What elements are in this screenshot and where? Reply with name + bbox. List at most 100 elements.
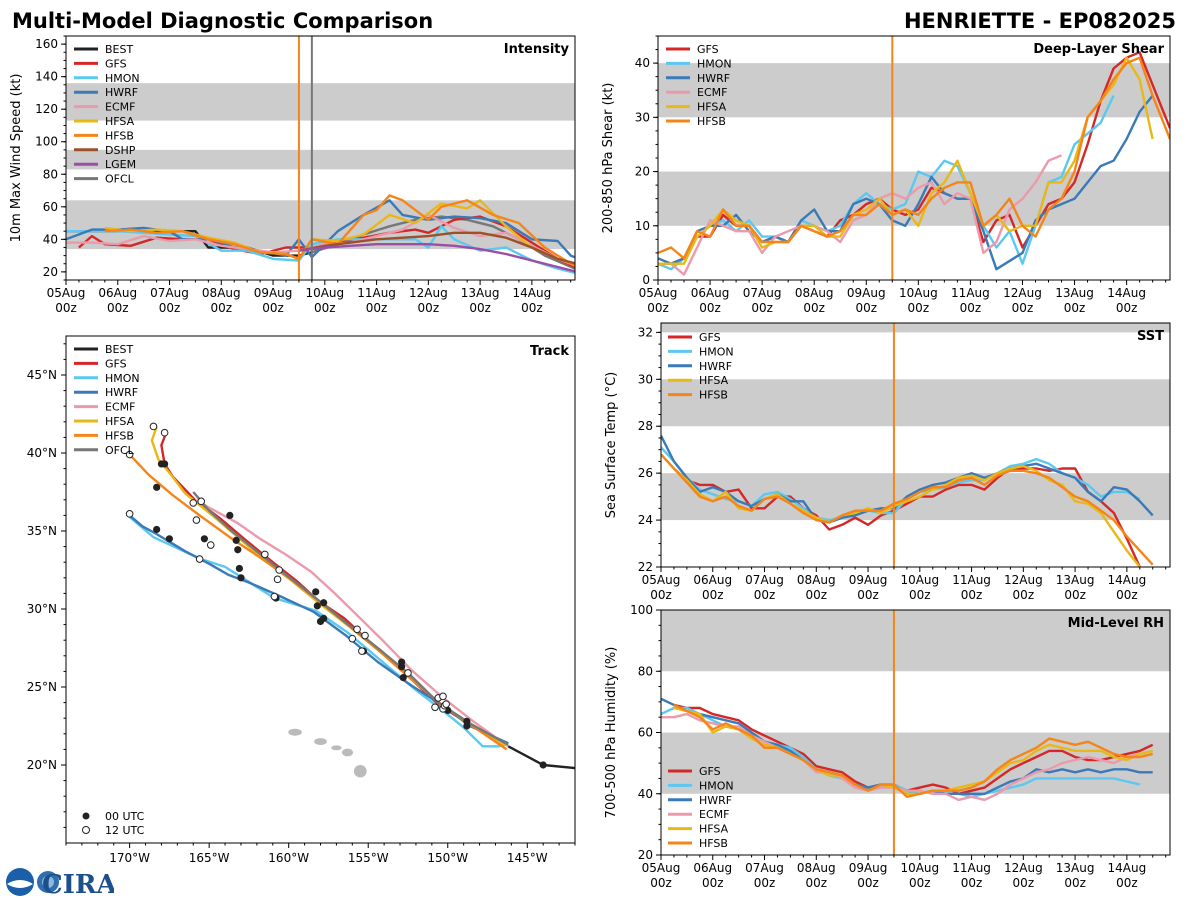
legend-label-hfsa: HFSA [105,115,135,128]
y-tick-label: 40 [635,56,650,70]
marker-12utc [275,566,283,574]
track-panel: 170°W 165°W 160°W 155°W 150°W 145°W 20°N 25°N 30… [27,335,576,865]
legend-label-ecmf: ECMF [105,101,135,114]
island-shape [353,765,367,778]
y-tick-label: 0 [642,273,650,287]
marker-12utc [404,669,412,677]
x-tick-label-date: 05Aug [642,573,681,587]
legend-label-ofcl: OFCL [105,173,135,186]
y-tick-label: 28 [638,419,653,433]
band-shear-1 [658,63,1170,118]
lat-tick-label: 35°N [27,524,57,538]
band-intensity-1 [66,149,575,170]
lon-tick-label: 150°W [427,851,468,865]
marker-12utc [197,497,206,506]
band-rh-1 [661,610,1170,672]
panel-title: Track [530,344,569,359]
x-tick-label-date: 13Aug [461,286,500,300]
x-tick-label-date: 06Aug [693,861,732,875]
x-tick-label-date: 07Aug [745,573,784,587]
x-tick-label-hour: 00z [107,301,129,315]
legend-label-ecmf: ECMF [697,86,727,99]
legend-label-gfs: GFS [105,57,127,70]
x-tick-label-hour: 00z [805,588,827,602]
marker-12utc [358,647,366,655]
legend-label-lgem: LGEM [105,158,136,171]
panel-title: Mid-Level RH [1068,616,1164,631]
marker-00utc [320,614,328,622]
x-tick-label-hour: 00z [699,301,721,315]
x-tick-label-hour: 00z [1116,876,1138,890]
legend-label-hmon: HMON [697,57,732,70]
y-tick-label: 120 [35,102,58,116]
panel-title: Intensity [504,42,570,57]
marker-12utc [125,510,134,518]
y-tick-label: 26 [638,466,653,480]
series-line-hfsb [658,56,1170,260]
y-tick-label: 20 [638,848,653,862]
marker-12utc [273,575,282,584]
legend-label-ecmf: ECMF [699,808,729,821]
y-tick-label: 80 [43,167,58,181]
x-tick-label-hour: 00z [159,301,181,315]
x-tick-label-hour: 00z [1013,588,1035,602]
marker-00utc [399,674,407,682]
x-tick-label-hour: 00z [754,876,776,890]
legend-label-hfsa: HFSA [699,823,729,836]
legend-label-gfs: GFS [699,331,721,344]
x-tick-label-hour: 00z [803,301,825,315]
x-tick-label-date: 13Aug [1056,861,1095,875]
storm-label: HENRIETTE - EP082025 [904,9,1176,33]
lon-tick-label: 155°W [348,851,389,865]
marker-00utc [235,564,243,573]
series-line-ecmf [658,154,1062,276]
x-tick-label-date: 09Aug [847,286,886,300]
x-tick-label-date: 10Aug [899,286,938,300]
marker-12utc [149,422,158,431]
series-line-hfsa [661,453,1141,567]
marker-00utc [398,663,406,671]
y-tick-label: 32 [638,325,653,339]
x-tick-label-hour: 00z [418,301,440,315]
track-line-ofcl [192,491,509,746]
x-tick-label-hour: 00z [857,876,879,890]
y-tick-label: 24 [638,513,653,527]
legend-label-hmon: HMON [105,72,140,85]
marker-00utc [153,483,161,491]
marker-00utc [153,525,161,534]
marker-12utc [442,700,450,708]
x-tick-label-hour: 00z [702,876,724,890]
figure-title: Multi-Model Diagnostic Comparison [12,9,433,33]
marker-12utc [192,516,201,524]
y-tick-label: 40 [638,787,653,801]
marker-00utc [226,511,234,519]
band-intensity-2 [66,83,575,121]
y-tick-label: 60 [638,726,653,740]
legend-label-hfsa: HFSA [699,374,729,387]
marker-12utc [348,634,357,643]
x-tick-label-date: 10Aug [305,286,344,300]
marker-00utc [539,761,547,769]
legend-label-hmon: HMON [699,779,734,792]
island-shape [314,738,327,746]
plot-frame [65,335,576,844]
legend-label-hfsb: HFSB [699,837,728,850]
x-tick-label-hour: 00z [702,588,724,602]
series-line-hwrf [661,435,1154,524]
x-tick-label-hour: 00z [857,588,879,602]
legend-label-gfs: GFS [105,357,127,370]
y-tick-label: 40 [43,232,58,246]
x-tick-label-date: 12Aug [1004,861,1043,875]
y-tick-label: 20 [43,265,58,279]
x-tick-label-hour: 00z [650,588,672,602]
x-tick-label-hour: 00z [909,876,931,890]
marker-00utc [320,599,328,607]
legend-label-hfsb: HFSB [105,429,134,442]
x-tick-label-hour: 00z [805,876,827,890]
series-line-dshp [298,231,575,265]
lat-tick-label: 45°N [27,368,57,382]
band-rh-0 [661,732,1170,794]
island-shape [331,745,342,751]
x-tick-label-date: 10Aug [900,861,939,875]
x-tick-label-date: 11Aug [952,861,991,875]
